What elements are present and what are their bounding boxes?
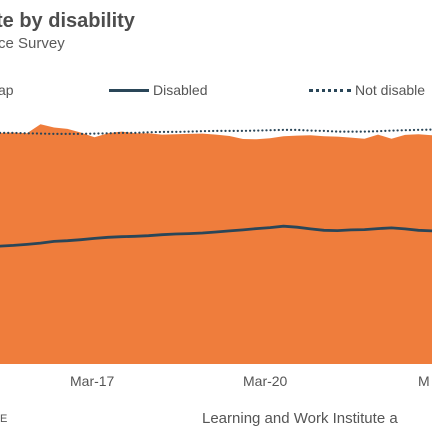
legend-item-not-disabled: Not disable bbox=[309, 81, 425, 99]
legend-label-gap: ap bbox=[0, 82, 14, 98]
disabled-series-line bbox=[0, 224, 432, 248]
legend-swatch-dotted bbox=[309, 88, 351, 92]
chart-title: te by disability bbox=[0, 10, 135, 32]
chart-subtitle: ce Survey bbox=[0, 35, 65, 52]
legend-item-gap: ap bbox=[0, 81, 14, 99]
legend-label-not-disabled: Not disable bbox=[355, 82, 426, 98]
x-tick-label: Mar-20 bbox=[243, 373, 288, 389]
footer-source: Learning and Work Institute a bbox=[202, 410, 398, 427]
not-disabled-series-line bbox=[0, 128, 432, 135]
legend-item-disabled: Disabled bbox=[109, 81, 207, 99]
gap-area bbox=[0, 124, 432, 364]
x-tick-label: M bbox=[418, 373, 430, 389]
legend-swatch-solid bbox=[109, 88, 149, 92]
footer-note: E bbox=[0, 413, 9, 425]
legend-label-disabled: Disabled bbox=[153, 82, 208, 98]
x-tick-label: Mar-17 bbox=[70, 373, 115, 389]
